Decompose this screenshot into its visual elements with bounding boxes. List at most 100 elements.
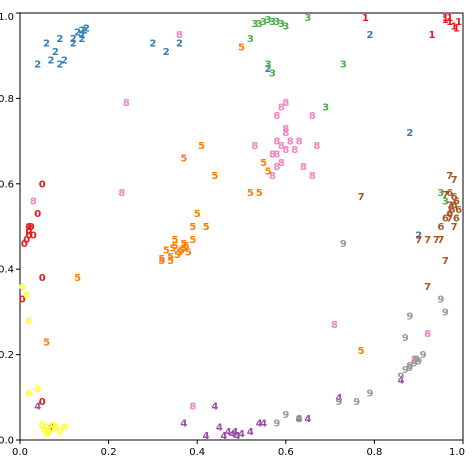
data-point-label: 7 — [442, 256, 449, 267]
data-point-label: 5 — [189, 235, 196, 246]
data-point-label: 8 — [282, 145, 289, 156]
data-point-label: 3 — [304, 13, 311, 24]
data-point-label: 9 — [367, 389, 374, 400]
data-point-label: 5 — [74, 273, 81, 284]
data-point-label: 9 — [273, 418, 280, 429]
data-point-label: 4 — [229, 429, 236, 440]
data-point-label: 6 — [442, 214, 449, 225]
data-point-label: 8 — [411, 354, 418, 365]
data-point-label: 8 — [296, 137, 303, 148]
data-point-label: 3 — [247, 34, 254, 45]
data-point-label: 3 — [282, 21, 289, 32]
data-point-label: 8 — [331, 320, 338, 331]
data-point-label: 7 — [446, 171, 453, 182]
data-point-label: 2 — [70, 34, 77, 45]
data-point-label: 2 — [81, 26, 88, 37]
data-point-label: 5 — [256, 188, 263, 199]
data-point-label: 3 — [269, 68, 276, 79]
data-point-label: 8 — [273, 162, 280, 173]
data-point-label: 0 — [39, 179, 46, 190]
x-tick-label: 0.8 — [366, 447, 382, 458]
data-point-label: 8 — [30, 196, 37, 207]
data-point-label: 0 — [23, 235, 30, 246]
data-point-label: 3 — [251, 19, 258, 30]
data-point-label: 3 — [260, 17, 267, 28]
data-point-label: 2 — [79, 34, 86, 45]
data-point-label: 6 — [446, 188, 453, 199]
data-point-label: 5 — [174, 250, 181, 261]
y-tick-label: 0.4 — [0, 265, 14, 276]
data-point-label: 5 — [247, 188, 254, 199]
data-point-label: 7 — [437, 235, 444, 246]
data-point-label: 8 — [309, 171, 316, 182]
y-tick-label: 0.8 — [0, 94, 14, 105]
data-point-label: 0 — [25, 231, 32, 242]
data-point-label: 0 — [30, 231, 37, 242]
data-point-label: 9 — [437, 295, 444, 306]
data-point-label: 5 — [265, 167, 272, 178]
data-point-label: 3 — [265, 60, 272, 71]
data-point-label: 0 — [39, 421, 46, 432]
data-point-label: 0 — [50, 421, 57, 432]
data-point-label: 4 — [238, 429, 245, 440]
data-point-label: 2 — [265, 64, 272, 75]
data-point-label: 9 — [413, 354, 420, 365]
data-point-label: 1 — [453, 23, 460, 34]
data-point-label: 3 — [278, 19, 285, 30]
data-point-label: 5 — [198, 141, 205, 152]
data-point-label: 2 — [406, 128, 413, 139]
data-point-label: 6 — [25, 316, 32, 327]
data-point-label: 5 — [180, 243, 187, 254]
data-point-label: 8 — [309, 111, 316, 122]
data-point-label: 8 — [273, 137, 280, 148]
x-tick-label: 0.2 — [101, 447, 117, 458]
data-point-label: 6 — [448, 205, 455, 216]
data-point-label: 8 — [269, 149, 276, 160]
data-point-label: 4 — [216, 423, 223, 434]
data-point-label: 6 — [453, 214, 460, 225]
data-point-label: 9 — [442, 307, 449, 318]
data-point-label: 0 — [41, 425, 48, 436]
data-point-label: 1 — [429, 30, 436, 41]
x-tick-label: 0.0 — [12, 447, 28, 458]
data-point-label: 6 — [455, 205, 462, 216]
data-point-label: 3 — [256, 19, 263, 30]
x-tick-label: 1.0 — [449, 447, 465, 458]
y-tick-label: 0.0 — [0, 436, 14, 447]
data-point-label: 0 — [45, 427, 52, 438]
data-point-label: 3 — [265, 15, 272, 26]
data-point-label: 8 — [282, 124, 289, 135]
data-point-label: 4 — [48, 423, 55, 434]
data-point-label: 3 — [340, 60, 347, 71]
data-point-label: 7 — [433, 235, 440, 246]
data-point-label: 0 — [52, 423, 59, 434]
data-point-label: 2 — [176, 38, 183, 49]
data-point-label: 4 — [180, 418, 187, 429]
data-point-label: 5 — [203, 222, 210, 233]
data-point-label: 4 — [220, 431, 227, 442]
data-point-label: 2 — [79, 26, 86, 37]
data-point-label: 4 — [247, 427, 254, 438]
data-point-label: 0 — [21, 239, 28, 250]
data-point-label: 8 — [123, 98, 130, 109]
data-point-label: 7 — [451, 175, 458, 186]
data-point-label: 9 — [296, 414, 303, 425]
data-point-label: 2 — [79, 30, 86, 41]
data-point-label: 4 — [225, 427, 232, 438]
data-point-label: 3 — [269, 17, 276, 28]
data-point-label: 8 — [300, 162, 307, 173]
data-point-label: 5 — [189, 222, 196, 233]
data-point-label: 6 — [19, 282, 26, 293]
data-point-label: 6 — [451, 201, 458, 212]
data-point-label: 3 — [273, 17, 280, 28]
x-axis: 0.0 0.2 0.4 0.6 0.8 1.0 — [12, 440, 465, 458]
data-point-label: 9 — [402, 333, 409, 344]
data-point-label: 8 — [287, 137, 294, 148]
data-point-label: 0 — [39, 397, 46, 408]
data-point-label: 5 — [167, 252, 174, 263]
data-point-label: 0 — [28, 222, 35, 233]
data-point-label: 8 — [273, 111, 280, 122]
data-point-label: 8 — [278, 141, 285, 152]
data-point-label: 5 — [167, 256, 174, 267]
data-point-label: 2 — [83, 23, 90, 34]
